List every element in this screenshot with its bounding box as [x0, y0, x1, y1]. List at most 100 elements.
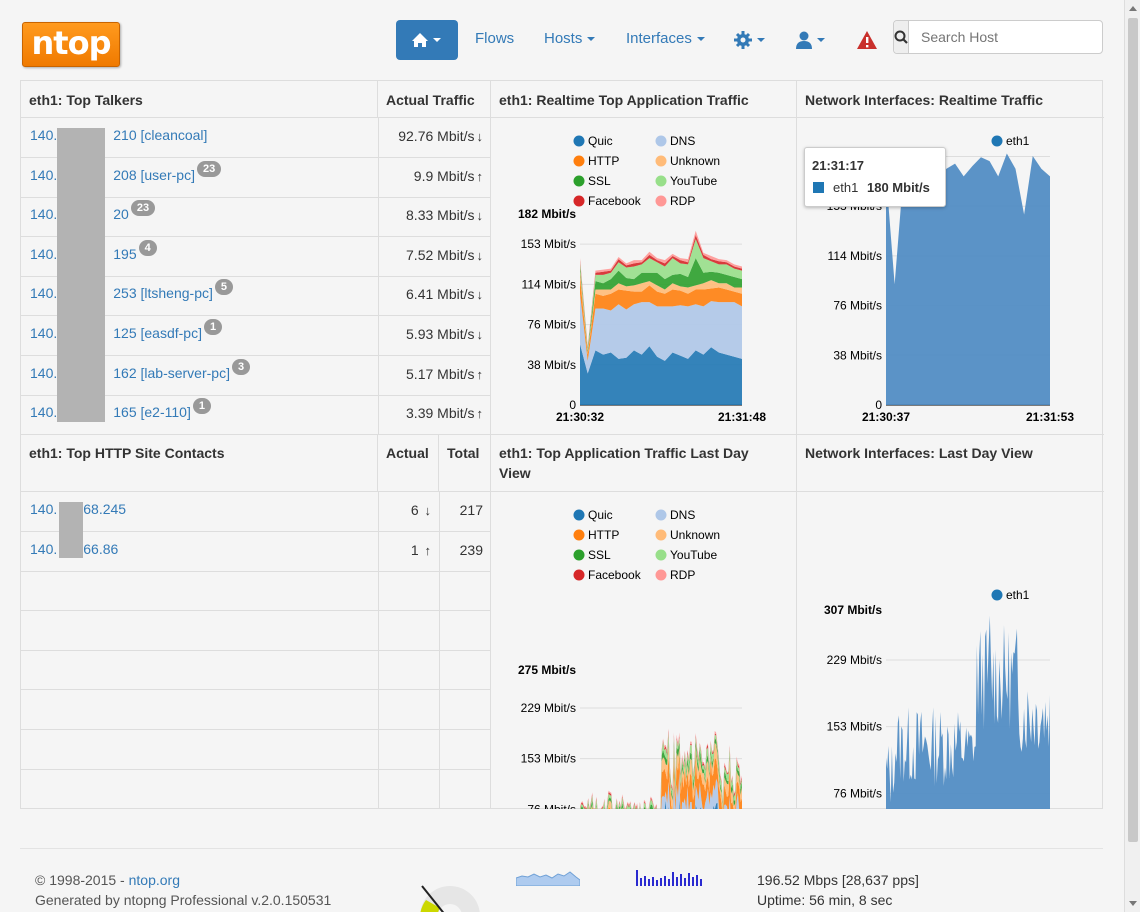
y-tick-label: 76 Mbit/s [833, 299, 882, 313]
host-ip-prefix: 140. [30, 404, 58, 421]
tooltip-value: 180 Mbit/s [867, 180, 930, 195]
area-series-rdp[interactable] [580, 230, 742, 348]
ntop-org-link[interactable]: ntop.org [128, 872, 180, 888]
nav-interfaces-label: Interfaces [626, 30, 692, 47]
area-series-quic[interactable] [580, 344, 742, 405]
table-row: 140. 66.86 1 ↑ 239 [21, 532, 491, 572]
arrow-up-icon: ↑ [424, 542, 432, 558]
legend-label: RDP [670, 568, 695, 582]
legend-dot[interactable] [991, 135, 1003, 147]
area-series-youtube[interactable] [580, 239, 742, 351]
area-series-facebook[interactable] [580, 234, 742, 349]
legend-label: YouTube [670, 174, 717, 188]
legend-dot[interactable] [655, 549, 667, 561]
rate-value: 7.52 Mbit/s [406, 246, 475, 263]
table-row [21, 730, 491, 770]
host-link[interactable]: 140. 20 23 [30, 200, 156, 222]
vertical-scrollbar[interactable] [1124, 0, 1140, 912]
host-ip-prefix: 140. [30, 364, 58, 381]
host-ip-prefix: 140. [30, 245, 58, 262]
legend-dot[interactable] [573, 195, 585, 207]
legend-label: Facebook [588, 194, 642, 208]
legend-dot[interactable] [573, 509, 585, 521]
top-talkers-table: 140. 210 [cleancoal] 92.76 Mbit/s ↓ 140. 208 … [21, 118, 491, 436]
search-host[interactable] [893, 20, 1103, 54]
host-ip-prefix: 140. [30, 127, 58, 143]
throughput-sparkline [516, 871, 580, 886]
http-sites-table: 140. 68.245 6 ↓ 217 140. 66.86 1 ↑ 239 [21, 492, 491, 810]
traffic-rate: 9.9 Mbit/s ↑ [414, 168, 483, 184]
tooltip-time: 21:31:17 [812, 158, 865, 173]
scrollbar-thumb[interactable] [1128, 18, 1138, 842]
search-input[interactable] [909, 21, 1102, 53]
y-tick-label: 38 Mbit/s [833, 348, 882, 362]
actual-traffic-title: Actual Traffic [386, 92, 475, 108]
flow-count-badge: 1 [192, 398, 211, 415]
legend-dot[interactable] [655, 509, 667, 521]
arrow-up-icon: ↑ [476, 406, 484, 422]
legend-label: YouTube [670, 548, 717, 562]
host-link[interactable]: 140. 162 [lab-server-pc] 3 [30, 358, 251, 381]
flow-count-badge: 1 [203, 319, 223, 335]
iface-day-title: Network Interfaces: Last Day View [805, 445, 1033, 461]
iface-realtime-header: Network Interfaces: Realtime Traffic [797, 81, 1104, 118]
total-count: 217 [459, 502, 483, 518]
area-series-dns[interactable] [580, 293, 742, 374]
area-series-http[interactable] [580, 276, 742, 361]
logo-text: ntop [31, 24, 112, 62]
legend-dot[interactable] [573, 549, 585, 561]
uptime-text: Uptime: 56 min, 8 sec [757, 892, 893, 908]
host-name: 210 [cleancoal] [113, 127, 208, 143]
legend-label: SSL [588, 548, 611, 562]
rate-value: 3.39 Mbit/s [406, 405, 475, 422]
host-link[interactable]: 140. 125 [easdf-pc] 1 [30, 319, 223, 341]
legend-dot[interactable] [655, 135, 667, 147]
host-name: 208 [user-pc] [113, 166, 195, 183]
legend-dot[interactable] [573, 175, 585, 187]
home-menu-button[interactable] [396, 20, 458, 60]
host-link[interactable]: 140. 208 [user-pc] 23 [30, 160, 222, 183]
area-series-eth1[interactable] [886, 615, 1050, 860]
host-link[interactable]: 140. 68.245 [30, 501, 126, 517]
host-link[interactable]: 140. 195 4 [30, 239, 157, 262]
area-series-unknown[interactable] [580, 270, 742, 355]
host-name: 253 [ltsheng-pc] [113, 285, 213, 302]
table-row: 140. 20 23 8.33 Mbit/s ↓ [21, 197, 491, 238]
legend-dot[interactable] [573, 135, 585, 147]
host-name: 162 [lab-server-pc] [113, 364, 230, 381]
legend-dot[interactable] [573, 155, 585, 167]
legend-dot[interactable] [655, 175, 667, 187]
ntop-logo[interactable]: ntop [22, 22, 120, 67]
host-link[interactable]: 140. 253 [ltsheng-pc] 5 [30, 279, 233, 302]
x-tick-label: 21:31:53 [1026, 410, 1074, 424]
nav-interfaces[interactable]: Interfaces [626, 30, 705, 47]
nav-hosts[interactable]: Hosts [544, 30, 596, 47]
alerts-link[interactable] [856, 30, 878, 53]
traffic-rate: 7.52 Mbit/s ↓ [406, 247, 483, 263]
legend-dot[interactable] [655, 569, 667, 581]
host-name: 125 [easdf-pc] [113, 325, 202, 341]
app-realtime-header: eth1: Realtime Top Application Traffic [491, 81, 797, 118]
nav-flows[interactable]: Flows [475, 30, 515, 47]
host-ip-prefix: 140. [30, 285, 58, 302]
legend-dot[interactable] [655, 155, 667, 167]
legend-dot[interactable] [655, 529, 667, 541]
host-link[interactable]: 140. 165 [e2-110] 1 [30, 398, 211, 421]
user-menu[interactable] [796, 30, 828, 54]
chart-tooltip: 21:31:17 eth1 180 Mbit/s [804, 147, 946, 207]
legend-dot[interactable] [991, 589, 1003, 601]
settings-menu[interactable] [734, 30, 768, 54]
host-link[interactable]: 140. 66.86 [30, 541, 118, 557]
area-series-youtube[interactable] [580, 732, 742, 828]
area-series-eth1[interactable] [886, 153, 1050, 405]
traffic-rate: 5.17 Mbit/s ↑ [406, 366, 483, 382]
arrow-down-icon: ↓ [476, 327, 484, 342]
legend-dot[interactable] [573, 569, 585, 581]
table-row [21, 650, 491, 691]
legend-dot[interactable] [573, 529, 585, 541]
area-series-ssl[interactable] [580, 258, 742, 353]
legend-dot[interactable] [655, 195, 667, 207]
host-link[interactable]: 140. 210 [cleancoal] [30, 127, 207, 143]
search-icon[interactable] [894, 21, 909, 53]
